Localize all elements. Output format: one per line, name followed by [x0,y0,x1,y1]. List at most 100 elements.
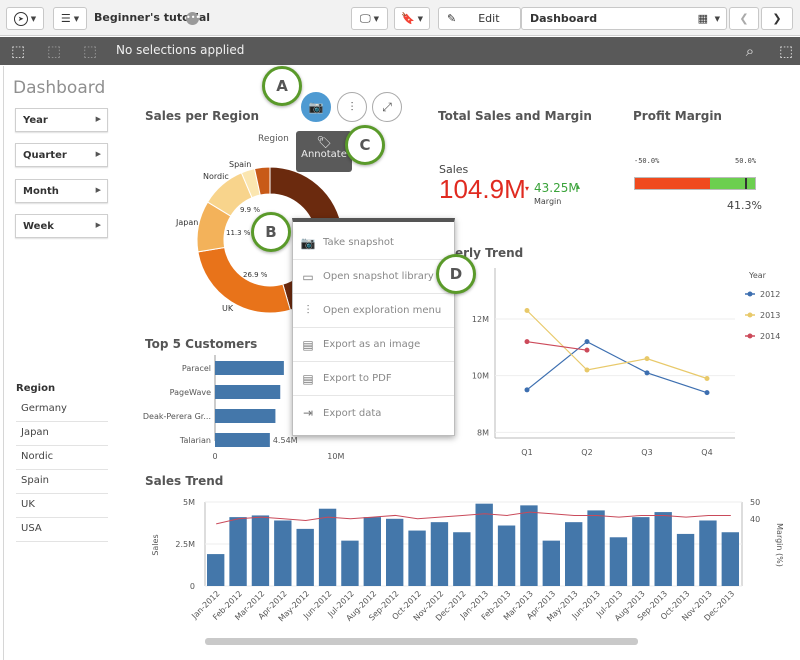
kpi-label: Sales [439,163,469,176]
selections-status: No selections applied [116,43,245,57]
y-tick-label: 0 [190,582,195,591]
bar [721,532,739,586]
top-customers-chart[interactable]: Paracel PageWave Deak-Perera Gr... Talarian… [140,355,400,465]
bar [229,517,247,586]
snapshot-library-icon: ▭ [302,269,314,284]
selections-bar: ⬚ ⬚ ⬚ ⌕ ⬚ [0,37,800,65]
x-tick-label: Q4 [701,448,712,457]
list-menu-icon: ☰ [60,12,71,25]
profit-margin-title: Profit Margin [633,109,722,123]
data-point [584,347,590,353]
y-axis-label: Sales [151,534,160,555]
next-sheet-button[interactable]: ❯ [761,7,793,30]
list-item[interactable]: USA [16,518,108,542]
series-line-2014 [526,341,588,351]
filter-year[interactable]: Year ▶ [15,108,108,132]
bar [215,409,276,423]
bar [497,525,516,586]
bar [654,512,672,586]
pie-legend-title: Region [258,134,289,144]
menu-item-export-image[interactable]: ▤ Export as an image [293,328,454,362]
step-back-icon[interactable]: ⬚ [10,42,26,60]
selections-tool-icon[interactable]: ⬚ [778,42,794,60]
menu-item-export-pdf[interactable]: ▤ Export to PDF [293,362,454,396]
data-point [524,308,530,313]
bar [430,522,449,586]
camera-icon: 📷 [300,235,316,250]
y-tick-label: 2.5M [175,540,195,549]
quarterly-trend-title: erly Trend [455,246,524,260]
bar [215,433,270,447]
x-tick-label: 0 [212,452,217,461]
horizontal-scrollbar[interactable] [205,638,638,645]
navigation-compass-button[interactable]: ➤ ▼ [6,7,44,30]
filter-label: Year [23,115,48,126]
legend-entry: 2012 [760,290,780,299]
search-icon[interactable]: ⌕ [745,42,755,60]
filter-quarter[interactable]: Quarter ▶ [15,143,108,167]
bookmarks-button[interactable]: 🔖 ▼ [394,7,430,30]
kpi-secondary-label: Margin [534,197,562,206]
bar [386,518,404,586]
menu-item-open-snapshot-library[interactable]: ▭ Open snapshot library [293,260,454,294]
data-point [644,370,650,376]
x-tick-label: 10M [327,452,344,461]
sheet-selector[interactable]: Dashboard ▦ ▼ [521,7,727,30]
present-button[interactable]: 🖵 ▼ [351,7,388,30]
annotate-tooltip[interactable]: 🏷 Annotate [296,131,352,172]
menu-item-open-exploration-menu[interactable]: ⫶ Open exploration menu [293,294,454,328]
bar [251,515,270,586]
pie-pct-uk: 26.9 % [243,271,268,279]
list-item[interactable]: Japan [16,422,108,446]
camera-icon: 📷 [308,100,324,114]
expand-icon: ⤢ [382,99,392,114]
bar [475,503,493,586]
legend-entry: 2013 [760,311,780,320]
bar [341,540,359,586]
step-forward-icon[interactable]: ⬚ [46,42,62,60]
profit-margin-gauge[interactable] [634,177,756,190]
filter-week[interactable]: Week ▶ [15,214,108,238]
legend-marker [747,312,753,318]
kpi-main-value: 104.9M [439,174,526,204]
region-list-title: Region [16,383,56,394]
filter-label: Month [23,186,59,197]
previous-sheet-button[interactable]: ❮ [729,7,759,30]
global-menu-button[interactable]: ☰ ▼ [53,7,87,30]
sheet-name: Dashboard [530,12,598,25]
callout-c: C [345,125,385,165]
sheet-title: Dashboard [13,78,106,98]
context-menu: 📷 Take snapshot ▭ Open snapshot library ⫶ O… [292,218,455,436]
quarterly-trend-chart[interactable]: 8M 10M 12M Q1 Q2 Q3 Q4 Year 2012 2013 2014 [455,262,795,467]
edit-button[interactable]: ✎ Edit [438,7,521,30]
bar [676,533,695,586]
sales-trend-title: Sales Trend [145,474,224,488]
exploration-menu-button[interactable]: ⫶ [337,92,367,122]
menu-item-take-snapshot[interactable]: 📷 Take snapshot [293,226,454,260]
y2-tick-label: 40 [750,515,760,524]
export-image-icon: ▤ [302,337,314,352]
y-tick-label: 5M [183,498,195,507]
caret-right-icon: ▶ [95,221,101,229]
bar [274,520,292,586]
menu-item-label: Export data [323,407,382,419]
list-item[interactable]: Spain [16,470,108,494]
filter-label: Week [23,221,54,232]
gauge-marker [745,178,747,189]
clear-selections-icon[interactable]: ⬚ [82,42,98,60]
list-item[interactable]: Germany [16,398,108,422]
filter-month[interactable]: Month ▶ [15,179,108,203]
pie-pct-nordic: 9.9 % [240,206,261,214]
list-item[interactable]: UK [16,494,108,518]
fullscreen-button[interactable]: ⤢ [372,92,402,122]
bar [520,505,538,586]
annotate-label: Annotate [301,149,347,160]
app-info-icon[interactable]: ••• [186,12,200,25]
menu-item-label: Export to PDF [323,373,392,384]
menu-item-export-data[interactable]: ⇥ Export data [293,396,454,430]
bar [632,517,650,586]
list-item[interactable]: Nordic [16,446,108,470]
snapshot-button[interactable]: 📷 [301,92,331,122]
series-line-2012 [526,340,708,394]
